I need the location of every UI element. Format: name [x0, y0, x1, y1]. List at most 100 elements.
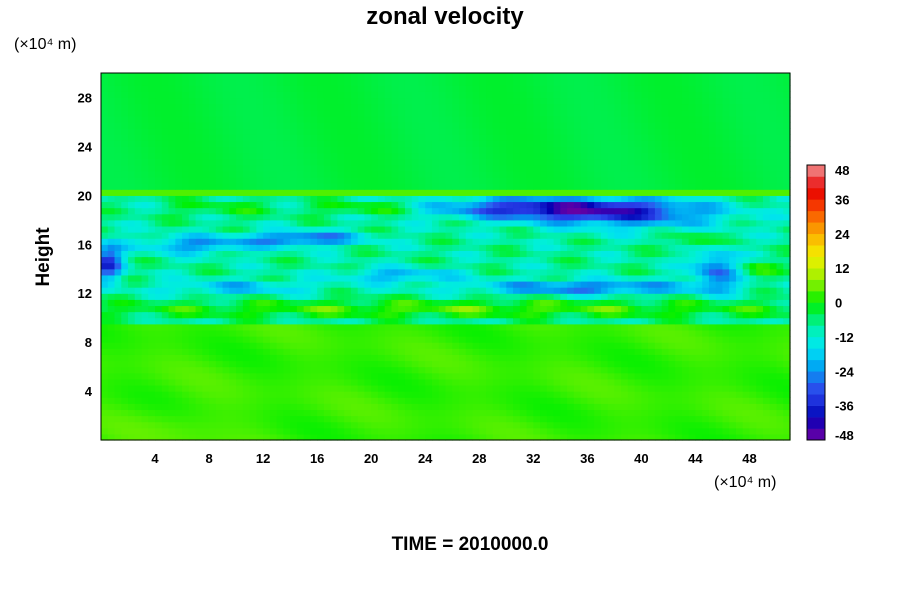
field-cell	[587, 256, 595, 264]
field-cell	[465, 421, 474, 429]
field-cell	[344, 342, 352, 349]
field-cell	[242, 421, 251, 429]
field-cell	[519, 170, 528, 178]
field-cell	[195, 152, 203, 160]
field-cell	[202, 262, 210, 270]
field-cell	[323, 354, 332, 362]
field-cell	[182, 189, 190, 196]
field-cell	[398, 213, 406, 221]
field-cell	[654, 219, 663, 227]
field-cell	[236, 415, 244, 423]
field-cell	[459, 311, 467, 319]
field-cell	[323, 299, 332, 307]
field-cell	[445, 299, 453, 307]
field-cell	[695, 152, 703, 160]
field-cell	[715, 158, 724, 166]
field-cell	[668, 433, 676, 441]
field-cell	[708, 183, 717, 190]
field-cell	[215, 311, 224, 319]
field-cell	[371, 195, 379, 203]
field-cell	[303, 287, 311, 294]
field-cell	[776, 354, 784, 362]
field-cell	[668, 354, 676, 362]
field-cell	[101, 287, 109, 294]
field-cell	[269, 366, 278, 374]
field-cell	[607, 384, 615, 392]
field-cell	[202, 323, 210, 331]
field-cell	[533, 391, 541, 398]
field-cell	[533, 360, 541, 368]
field-cell	[722, 397, 730, 404]
field-cell	[404, 342, 413, 349]
field-cell	[641, 391, 649, 398]
field-cell	[310, 360, 318, 368]
field-cell	[330, 323, 339, 331]
field-cell	[141, 409, 149, 417]
field-cell	[188, 287, 197, 294]
field-cell	[735, 274, 744, 282]
field-cell	[661, 238, 670, 245]
field-cell	[114, 403, 122, 411]
field-cell	[114, 250, 122, 258]
field-cell	[519, 219, 528, 227]
field-cell	[553, 232, 561, 239]
field-cell	[492, 317, 501, 325]
field-cell	[256, 146, 264, 154]
field-cell	[654, 238, 663, 245]
field-cell	[323, 427, 332, 435]
field-cell	[695, 262, 703, 270]
field-cell	[499, 164, 507, 172]
field-cell	[702, 323, 710, 331]
field-cell	[425, 176, 433, 184]
field-cell	[600, 305, 609, 313]
field-cell	[303, 170, 311, 178]
field-cell	[438, 354, 447, 362]
field-cell	[762, 176, 771, 184]
field-cell	[141, 317, 149, 325]
field-cell	[573, 152, 582, 160]
field-cell	[587, 176, 595, 184]
field-cell	[350, 170, 359, 178]
field-cell	[364, 158, 372, 166]
field-cell	[411, 342, 420, 349]
field-cell	[202, 170, 210, 178]
field-cell	[519, 317, 528, 325]
field-cell	[398, 170, 406, 178]
field-cell	[350, 158, 359, 166]
field-cell	[256, 140, 264, 147]
field-cell	[290, 421, 298, 429]
field-cell	[445, 403, 453, 411]
field-cell	[168, 195, 176, 203]
field-cell	[384, 232, 393, 239]
field-cell	[188, 250, 197, 258]
field-cell	[459, 415, 467, 423]
field-cell	[465, 232, 474, 239]
field-cell	[107, 170, 116, 178]
field-cell	[202, 421, 210, 429]
field-cell	[465, 372, 474, 380]
field-cell	[580, 287, 588, 294]
field-cell	[452, 274, 460, 282]
field-cell	[519, 183, 528, 190]
field-cell	[114, 323, 122, 331]
field-cell	[418, 244, 426, 251]
field-cell	[762, 342, 771, 349]
field-cell	[107, 146, 116, 154]
field-cell	[404, 176, 413, 184]
field-cell	[762, 311, 771, 319]
field-cell	[600, 232, 609, 239]
field-cell	[236, 287, 244, 294]
field-cell	[742, 317, 751, 325]
field-cell	[425, 397, 433, 404]
field-cell	[168, 183, 176, 190]
field-cell	[452, 158, 460, 166]
field-cell	[587, 189, 595, 196]
field-cell	[560, 372, 568, 380]
field-cell	[438, 323, 447, 331]
field-cell	[398, 311, 406, 319]
field-cell	[702, 329, 710, 337]
field-cell	[769, 219, 778, 227]
field-cell	[209, 164, 217, 172]
field-cell	[195, 433, 203, 441]
field-cell	[465, 183, 474, 190]
